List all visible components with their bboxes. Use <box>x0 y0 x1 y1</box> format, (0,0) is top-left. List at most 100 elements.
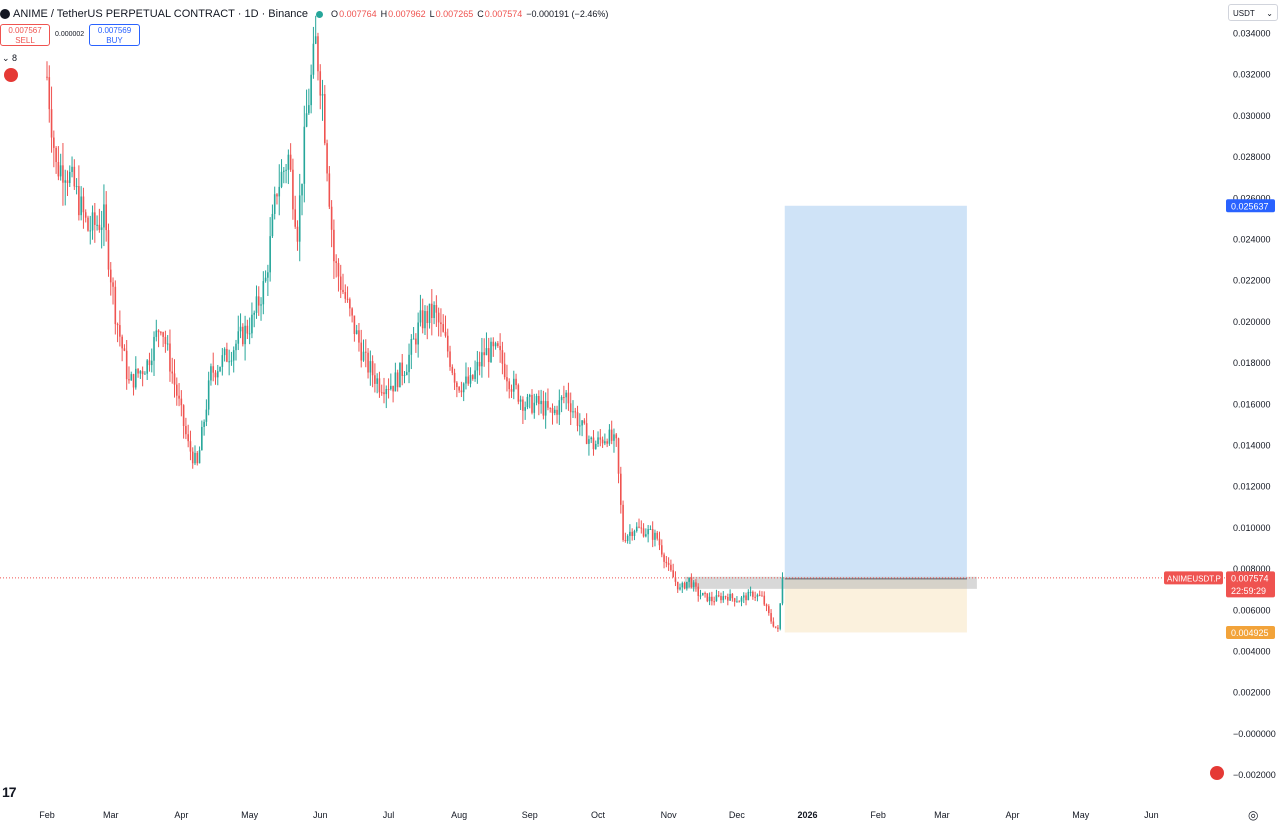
price-label-bg <box>1226 199 1275 213</box>
candle-body <box>551 407 554 414</box>
settings-icon[interactable]: ◎ <box>1248 808 1259 822</box>
candle-body <box>613 434 615 441</box>
candle-body <box>738 601 741 603</box>
candle-body <box>374 375 376 384</box>
candle-body <box>182 405 185 427</box>
candle-body <box>615 434 618 439</box>
candle-body <box>581 420 583 426</box>
candle-body <box>706 593 709 602</box>
candle-body <box>451 366 454 373</box>
candle-body <box>298 195 301 242</box>
candle-body <box>763 595 766 605</box>
candle-body <box>742 595 745 598</box>
candle-body <box>137 368 139 374</box>
candle-body <box>533 402 536 413</box>
candle-body <box>330 206 333 230</box>
tradingview-logo[interactable]: 17 <box>2 784 17 800</box>
candle-body <box>321 94 324 96</box>
ohlc-low: L0.007265 <box>429 9 474 19</box>
candle-body <box>478 361 481 367</box>
candle-body <box>469 375 472 384</box>
candle-body <box>164 336 167 344</box>
candle-body <box>674 577 677 582</box>
y-tick-label: 0.024000 <box>1233 235 1271 245</box>
candle-body <box>207 380 210 410</box>
y-tick-label: −0.002000 <box>1233 770 1276 780</box>
chart-title[interactable]: ANIME / TetherUS PERPETUAL CONTRACT · 1D… <box>13 8 309 20</box>
candle-body <box>431 303 433 318</box>
candle-body <box>64 180 67 183</box>
candle-body <box>642 528 645 537</box>
candle-body <box>440 322 442 325</box>
alert-dot-icon[interactable] <box>4 68 18 82</box>
candle-body <box>638 526 640 528</box>
candle-body <box>223 348 226 356</box>
candle-body <box>549 407 552 409</box>
record-dot-icon[interactable] <box>1210 766 1224 780</box>
candle-body <box>697 586 700 596</box>
candle-body <box>387 388 390 390</box>
candle-body <box>433 305 435 318</box>
spread-value: 0.000002 <box>55 31 85 38</box>
candle-body <box>171 371 174 374</box>
candle-body <box>355 330 358 335</box>
candle-body <box>604 441 606 444</box>
candle-body <box>242 326 244 345</box>
candle-body <box>73 166 76 187</box>
candle-body <box>774 626 777 628</box>
candle-body <box>103 204 105 228</box>
candle-body <box>59 165 62 177</box>
candle-body <box>563 397 565 399</box>
candle-body <box>476 361 479 371</box>
sell-button[interactable]: 0.007567 SELL <box>0 24 50 46</box>
candle-body <box>565 392 567 398</box>
candle-body <box>303 126 306 184</box>
candle-body <box>558 400 561 415</box>
candle-body <box>506 377 508 382</box>
candle-body <box>267 272 269 278</box>
candle-body <box>713 601 715 603</box>
candle-body <box>692 582 695 588</box>
candle-body <box>597 437 599 444</box>
candle-body <box>301 183 303 196</box>
candle-body <box>654 532 656 540</box>
candle-body <box>437 312 440 323</box>
candle-body <box>403 374 406 376</box>
candle-body <box>166 343 169 345</box>
y-tick-label: 0.012000 <box>1233 482 1271 492</box>
y-tick-label: 0.006000 <box>1233 605 1271 615</box>
candle-body <box>135 368 137 388</box>
candle-body <box>626 535 629 541</box>
candle-body <box>253 312 256 315</box>
candle-body <box>444 331 447 336</box>
y-tick-label: 0.004000 <box>1233 647 1271 657</box>
candle-body <box>280 171 283 187</box>
candle-body <box>524 407 526 411</box>
candle-body <box>139 371 142 374</box>
currency-select[interactable]: USDT ⌄ <box>1228 4 1278 21</box>
candle-body <box>314 36 317 44</box>
candle-body <box>308 105 310 114</box>
candle-body <box>758 594 761 596</box>
candle-body <box>121 336 123 349</box>
price-label: 0.025637 <box>1231 201 1269 211</box>
buy-button[interactable]: 0.007569 BUY <box>89 24 140 46</box>
candle-body <box>610 429 613 441</box>
candle-body <box>715 595 718 602</box>
y-tick-label: 0.002000 <box>1233 688 1271 698</box>
candle-body <box>471 375 474 379</box>
candle-body <box>777 627 779 629</box>
candle-body <box>55 147 57 163</box>
candle-body <box>194 452 196 464</box>
candle-body <box>75 186 78 188</box>
candle-body <box>226 348 228 362</box>
candle-body <box>608 429 611 444</box>
indicators-toggle[interactable]: ⌄ 8 <box>2 53 18 63</box>
candle-body <box>312 43 315 75</box>
candle-body <box>310 74 312 106</box>
countdown-label: 22:59:29 <box>1231 586 1266 596</box>
candle-body <box>487 348 490 363</box>
candle-body <box>446 335 449 352</box>
candle-body <box>567 392 570 404</box>
